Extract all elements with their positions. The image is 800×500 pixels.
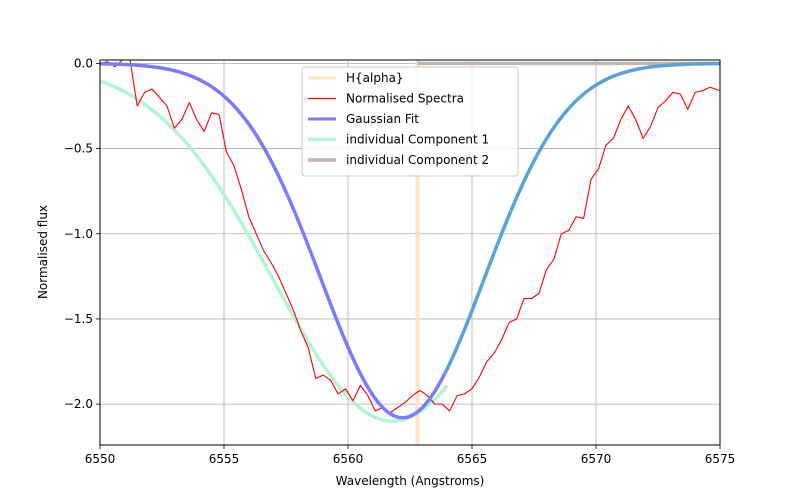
plot-frame [99, 59, 721, 446]
legend-label: Normalised Spectra [346, 92, 464, 106]
spectra-line [100, 60, 720, 414]
legend-label: individual Component 1 [346, 133, 489, 147]
legend-label: individual Component 2 [346, 153, 489, 167]
legend-label: H{alpha} [346, 71, 404, 85]
y-axis-label: Normalised flux [36, 205, 50, 299]
y-tick-label: −1.0 [64, 227, 93, 241]
gaussian-fit-line-overlap [442, 61, 720, 376]
ticks: 6550 6555 6560 6565 6570 6575 0.0 −0.5 −1.0 −1.5 −… [64, 56, 735, 466]
x-tick-label: 6570 [581, 452, 612, 466]
x-tick-label: 6565 [457, 452, 488, 466]
legend-box [301, 66, 519, 177]
gaussian-fit-line [100, 62, 447, 420]
x-tick-label: 6560 [333, 452, 364, 466]
data-area [100, 60, 720, 445]
y-tick-label: 0.0 [74, 56, 93, 70]
y-tick-label: −2.0 [64, 397, 93, 411]
legend: H{alpha} Normalised Spectra Gaussian Fit in… [301, 66, 519, 177]
x-axis-label: Wavelength (Angstroms) [336, 474, 485, 488]
component-1-line [100, 79, 449, 423]
x-tick-label: 6550 [85, 452, 116, 466]
x-tick-label: 6555 [209, 452, 240, 466]
y-tick-label: −1.5 [64, 312, 93, 326]
y-tick-label: −0.5 [64, 142, 93, 156]
legend-label: Gaussian Fit [346, 112, 419, 126]
x-tick-label: 6575 [705, 452, 736, 466]
